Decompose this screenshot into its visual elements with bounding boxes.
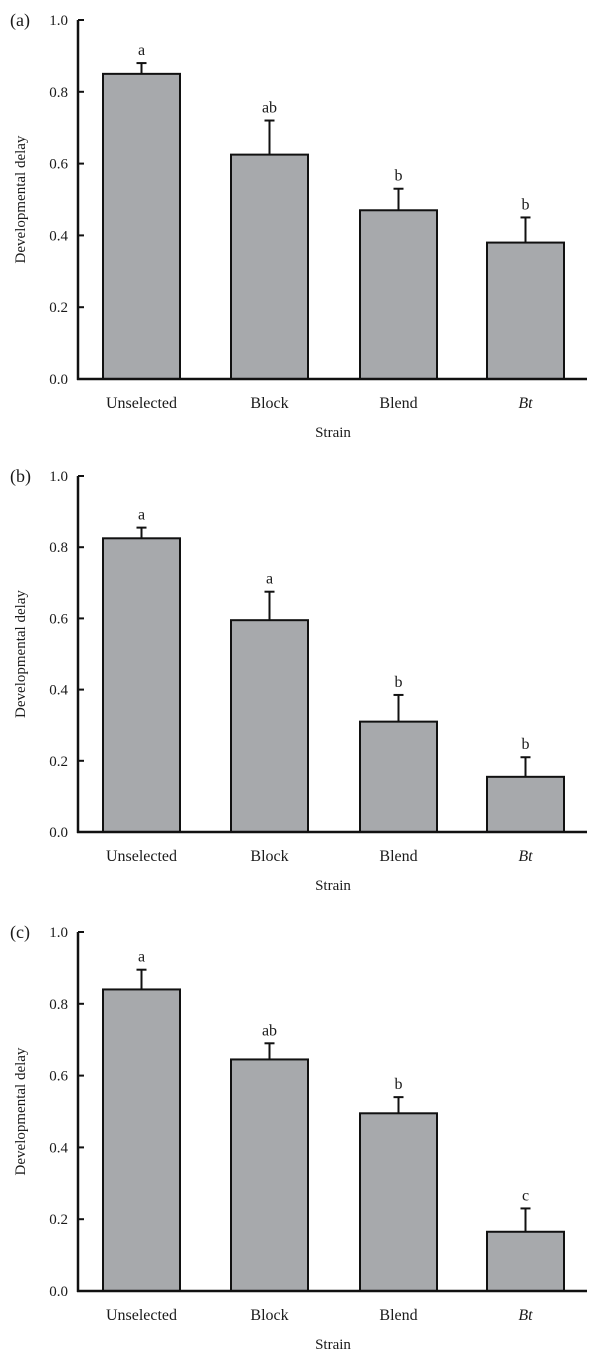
bar (486, 241, 565, 380)
bar (359, 720, 438, 834)
bar (359, 1112, 438, 1293)
y-tick-label: 0.6 (49, 1069, 68, 1085)
x-axis-title: Strain (315, 878, 351, 894)
y-tick-label: 0.0 (49, 825, 68, 841)
y-axis-title: Developmental delay (13, 590, 29, 718)
significance-letter: a (266, 571, 273, 588)
bar (486, 775, 565, 834)
y-tick-label: 1.0 (49, 13, 68, 29)
x-axis-title: Strain (315, 1337, 351, 1351)
y-tick-label: 0.4 (49, 1140, 68, 1156)
bar (230, 1058, 309, 1292)
bar (486, 1230, 565, 1293)
x-tick-label: Bt (518, 848, 533, 865)
y-axis-title: Developmental delay (13, 135, 29, 263)
bar (102, 537, 181, 833)
y-tick-label: 0.0 (49, 1284, 68, 1300)
y-tick-label: 0.2 (49, 754, 68, 770)
x-tick-label: Block (250, 1307, 288, 1324)
x-tick-label: Blend (379, 1307, 417, 1324)
x-tick-label: Block (250, 395, 288, 412)
significance-letter: ab (262, 1022, 277, 1039)
panel-label: (a) (10, 10, 30, 31)
x-tick-label: Bt (518, 1307, 533, 1324)
significance-letter: b (395, 674, 403, 691)
significance-letter: a (138, 949, 145, 966)
significance-letter: a (138, 42, 145, 59)
x-axis-title: Strain (315, 425, 351, 441)
y-tick-label: 0.0 (49, 372, 68, 388)
x-tick-label: Blend (379, 848, 417, 865)
x-tick-label: Unselected (106, 395, 177, 412)
x-tick-label: Unselected (106, 1307, 177, 1324)
panel-label: (c) (10, 922, 30, 943)
bar (230, 153, 309, 380)
bar (359, 209, 438, 380)
y-tick-label: 0.6 (49, 157, 68, 173)
y-tick-label: 0.2 (49, 1212, 68, 1228)
significance-letter: b (522, 196, 530, 213)
significance-letter: b (395, 1076, 403, 1093)
significance-letter: b (395, 168, 403, 185)
x-tick-label: Bt (518, 395, 533, 412)
panel-label: (b) (10, 466, 31, 487)
y-tick-label: 0.8 (49, 85, 68, 101)
y-tick-label: 0.4 (49, 228, 68, 244)
x-tick-label: Blend (379, 395, 417, 412)
y-tick-label: 0.4 (49, 683, 68, 699)
x-tick-label: Block (250, 848, 288, 865)
significance-letter: ab (262, 100, 277, 117)
bar (230, 619, 309, 833)
bar (102, 72, 181, 380)
significance-letter: b (522, 736, 530, 753)
x-tick-label: Unselected (106, 848, 177, 865)
y-tick-label: 0.6 (49, 611, 68, 627)
y-tick-label: 1.0 (49, 469, 68, 485)
significance-letter: c (522, 1187, 529, 1204)
y-tick-label: 0.2 (49, 300, 68, 316)
y-tick-label: 0.8 (49, 540, 68, 556)
y-tick-label: 0.8 (49, 997, 68, 1013)
y-tick-label: 1.0 (49, 925, 68, 941)
y-axis-title: Developmental delay (13, 1047, 29, 1175)
significance-letter: a (138, 507, 145, 524)
bar (102, 988, 181, 1292)
